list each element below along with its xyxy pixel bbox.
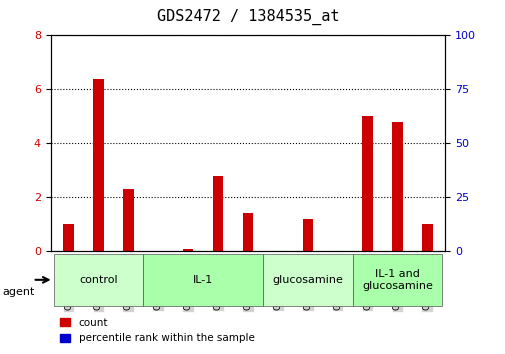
Text: agent: agent (3, 287, 35, 297)
Text: IL-1 and
glucosamine: IL-1 and glucosamine (361, 269, 432, 291)
Bar (302, 219, 313, 251)
Bar (123, 189, 133, 251)
Text: IL-1: IL-1 (192, 275, 213, 285)
Bar (421, 224, 432, 251)
Text: GSM143134: GSM143134 (213, 255, 222, 310)
Legend: count, percentile rank within the sample: count, percentile rank within the sample (56, 314, 258, 347)
Bar (63, 224, 74, 251)
Bar (391, 122, 402, 251)
Text: GSM143136: GSM143136 (64, 255, 73, 310)
Text: GSM143132: GSM143132 (154, 255, 163, 310)
Text: GSM143129: GSM143129 (362, 255, 371, 310)
Text: GSM143131: GSM143131 (422, 255, 431, 310)
Text: GSM143128: GSM143128 (332, 255, 341, 310)
Text: GSM143135: GSM143135 (243, 255, 252, 310)
Text: GSM143138: GSM143138 (124, 255, 133, 310)
Bar (182, 249, 193, 251)
Text: glucosamine: glucosamine (272, 275, 342, 285)
Text: GSM143133: GSM143133 (183, 255, 192, 310)
FancyBboxPatch shape (54, 254, 143, 306)
FancyBboxPatch shape (143, 254, 263, 306)
Text: GDS2472 / 1384535_at: GDS2472 / 1384535_at (157, 8, 338, 25)
Text: GSM143127: GSM143127 (302, 255, 312, 310)
Bar (213, 176, 223, 251)
Bar (362, 116, 372, 251)
Text: control: control (79, 275, 118, 285)
Text: GSM143126: GSM143126 (273, 255, 282, 310)
FancyBboxPatch shape (352, 254, 441, 306)
Bar (242, 213, 252, 251)
FancyBboxPatch shape (263, 254, 352, 306)
Bar (93, 79, 104, 251)
Text: GSM143137: GSM143137 (94, 255, 103, 310)
Text: GSM143130: GSM143130 (392, 255, 401, 310)
